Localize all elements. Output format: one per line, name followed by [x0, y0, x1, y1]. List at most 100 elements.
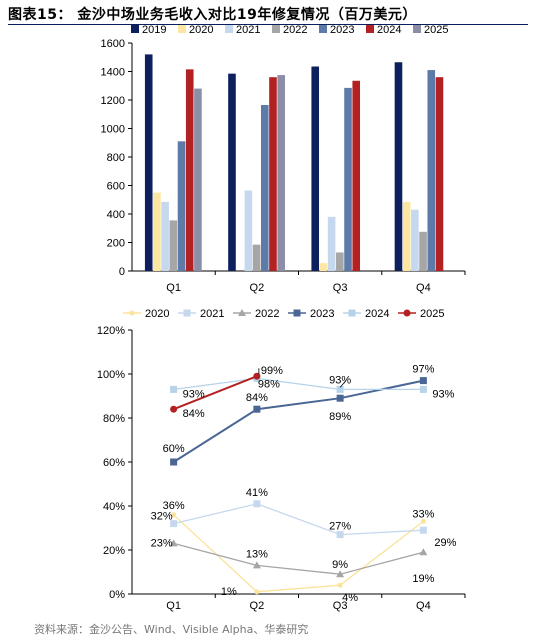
y-tick-label: 120% [97, 325, 125, 337]
legend-swatch-2022 [272, 25, 280, 33]
x-tick-label: Q4 [416, 600, 431, 612]
data-label-2023-Q3: 89% [329, 411, 351, 423]
data-label-2020-Q2: 1% [221, 586, 237, 598]
x-tick-label: Q3 [333, 600, 348, 612]
y-tick-label: 80% [103, 413, 125, 425]
x-tick-label: Q1 [166, 282, 181, 294]
legend-label-2023: 2023 [310, 308, 334, 320]
source-note: 资料来源：金沙公告、Wind、Visible Alpha、华泰研究 [34, 623, 309, 636]
y-tick-label: 20% [103, 545, 125, 557]
y-tick-label: 100% [97, 369, 125, 381]
legend-swatch-2019 [131, 25, 139, 33]
line-2022 [173, 542, 424, 575]
point-2023-Q3 [336, 394, 344, 402]
y-tick-label: 0% [109, 589, 125, 601]
data-label-2022-Q2: 13% [246, 548, 268, 560]
line-chart: 0% 20% 40% 60% 80% 100% 120% Q1 Q2 Q3 Q4 36% 1% 4% 33%… [97, 308, 466, 612]
legend-label-2020: 2020 [145, 308, 169, 320]
point-2022-Q1 [169, 539, 178, 547]
legend-label-2019: 2019 [142, 24, 166, 36]
point-2022-Q4 [419, 548, 428, 556]
legend-label-2024: 2024 [377, 24, 401, 36]
x-tick-label: Q1 [166, 600, 181, 612]
point-2021-Q3 [336, 531, 344, 539]
point-2024-Q1 [170, 385, 178, 393]
bar-chart: 0 200 400 600 800 1000 1200 1400 1600 Q1 Q2 Q3 Q4 201… [101, 24, 466, 294]
data-label-2025-Q1: 84% [183, 408, 205, 420]
legend-marker-2020 [129, 310, 135, 316]
legend-marker-2024 [348, 309, 356, 317]
y-tick-label: 0 [119, 266, 125, 278]
legend-label-2023: 2023 [330, 24, 354, 36]
legend-label-2020: 2020 [189, 24, 213, 36]
legend-marker-2021 [183, 309, 191, 317]
legend-label-2025: 2025 [420, 308, 444, 320]
legend-marker-2022 [238, 309, 246, 316]
point-2021-Q4 [419, 526, 427, 534]
data-label-2023-Q2: 84% [246, 392, 268, 404]
bar-2024-Q1 [185, 69, 194, 271]
legend-label-2024: 2024 [365, 308, 389, 320]
point-2022-Q2 [252, 561, 261, 569]
bar-2025-Q2 [277, 75, 285, 271]
bar-2020-Q4 [402, 201, 411, 271]
bar-2021-Q4 [411, 209, 419, 271]
y-tick-label: 1400 [101, 67, 125, 79]
point-2020-Q2 [254, 589, 260, 595]
bar-2023-Q2 [260, 104, 269, 271]
bar-2020-Q3 [319, 263, 328, 271]
point-2020-Q4 [420, 518, 426, 524]
point-2023-Q1 [170, 458, 178, 466]
data-label-2021-Q3: 27% [329, 521, 351, 533]
data-label-2024-Q2: 98% [258, 378, 280, 390]
data-label-2021-Q4: 29% [434, 537, 456, 549]
x-tick-label: Q2 [250, 600, 265, 612]
bar-2020-Q1 [153, 192, 161, 271]
legend-swatch-2024 [366, 25, 374, 33]
point-2025-Q2 [253, 372, 261, 380]
legend-label-2021: 2021 [236, 24, 260, 36]
point-2023-Q2 [253, 405, 261, 413]
point-2020-Q3 [337, 582, 343, 588]
y-tick-label: 40% [103, 501, 125, 513]
bar-2022-Q3 [336, 252, 344, 271]
data-label-2022-Q4: 19% [412, 573, 434, 585]
line-2021 [173, 503, 424, 536]
bar-2022-Q4 [419, 231, 427, 271]
point-2021-Q1 [170, 520, 178, 528]
data-label-2021-Q1: 32% [151, 511, 173, 523]
bar-2021-Q1 [161, 201, 169, 271]
point-2024-Q4 [419, 385, 427, 393]
y-tick-label: 1000 [101, 124, 125, 136]
bar-2022-Q2 [252, 244, 261, 271]
y-tick-label: 800 [107, 152, 125, 164]
legend-label-2021: 2021 [200, 308, 224, 320]
point-2024-Q3 [336, 385, 344, 393]
point-2023-Q4 [419, 377, 427, 385]
bar-2021-Q3 [327, 216, 336, 271]
bar-2019-Q3 [311, 66, 320, 271]
point-2020-Q1 [171, 512, 177, 518]
data-label-2024-Q3: 93% [329, 374, 351, 386]
data-label-2022-Q3: 9% [332, 559, 348, 571]
legend-swatch-2021 [225, 25, 233, 33]
bar-2019-Q1 [144, 54, 153, 272]
legend-marker-2025 [403, 309, 411, 317]
y-tick-label: 1200 [101, 95, 125, 107]
bar-2021-Q2 [244, 190, 253, 271]
y-tick-label: 400 [107, 209, 125, 221]
x-tick-label: Q3 [333, 282, 348, 294]
data-label-2020-Q1: 36% [163, 500, 185, 512]
bar-2024-Q3 [352, 80, 361, 271]
data-label-2020-Q4: 33% [412, 508, 434, 520]
bar-2024-Q4 [435, 77, 444, 271]
data-label-2024-Q4: 93% [432, 388, 454, 400]
title-underline [8, 24, 528, 25]
leader-line [339, 380, 347, 388]
bar-2023-Q4 [427, 70, 436, 271]
legend-swatch-2023 [319, 25, 327, 33]
bar-2023-Q1 [177, 141, 186, 271]
bar-2022-Q1 [169, 220, 178, 271]
data-label-2020-Q3: 4% [342, 592, 358, 604]
data-label-2021-Q2: 41% [246, 487, 268, 499]
